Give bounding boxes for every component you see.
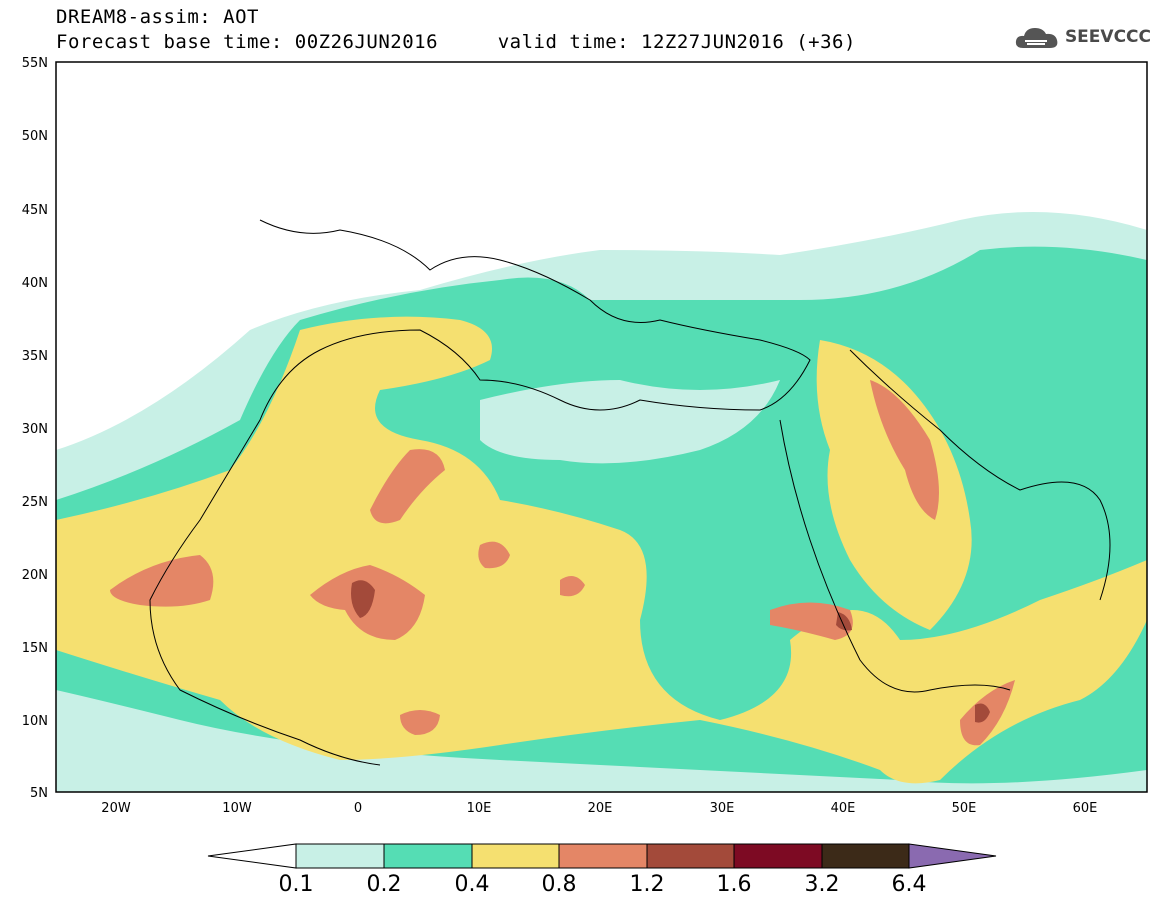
seevccc-logo: SEEVCCC: [1013, 22, 1151, 52]
map-frame: [55, 61, 1148, 793]
colorbar-label: 0.4: [454, 872, 490, 897]
lat-tick: 30N: [22, 422, 48, 437]
colorbar-label: 1.2: [629, 872, 665, 897]
lon-tick: 20W: [101, 801, 131, 816]
colorbar-high-arrow: [908, 843, 997, 869]
lat-tick: 10N: [22, 714, 48, 729]
colorbar-swatch: [383, 843, 473, 869]
colorbar-label: 3.2: [804, 872, 840, 897]
colorbar-swatch: [471, 843, 560, 869]
colorbar-swatch: [646, 843, 735, 869]
lat-tick: 50N: [22, 129, 48, 144]
cloud-icon: [1015, 28, 1058, 48]
coastlines: [149, 219, 1111, 766]
lon-tick: 20E: [588, 801, 613, 816]
colorbar-low-arrow: [207, 843, 297, 869]
colorbar: [207, 843, 997, 869]
lon-tick: 30E: [710, 801, 735, 816]
colorbar-swatch: [558, 843, 648, 869]
aot-contours: [56, 62, 1147, 792]
lat-tick: 20N: [22, 568, 48, 583]
lat-tick: 15N: [22, 641, 48, 656]
colorbar-label: 0.1: [278, 872, 314, 897]
colorbar-swatch: [733, 843, 823, 869]
colorbar-label: 0.2: [366, 872, 402, 897]
colorbar-swatch: [295, 843, 385, 869]
lon-tick: 50E: [952, 801, 977, 816]
lon-tick: 40E: [831, 801, 856, 816]
lat-tick-labels: 55N 50N 45N 40N 35N 30N 25N 20N 15N 10N …: [22, 56, 48, 801]
lon-tick-labels: 20W 10W 0 10E 20E 30E 40E 50E 60E: [101, 801, 1097, 816]
colorbar-label: 0.8: [541, 872, 577, 897]
lon-tick: 60E: [1073, 801, 1098, 816]
lon-tick: 0: [354, 801, 362, 816]
colorbar-swatch: [821, 843, 910, 869]
lat-tick: 35N: [22, 349, 48, 364]
forecast-time-line: Forecast base time: 00Z26JUN2016 valid t…: [56, 31, 856, 53]
colorbar-label: 1.6: [716, 872, 752, 897]
lat-tick: 55N: [22, 56, 48, 71]
lon-tick: 10E: [467, 801, 492, 816]
logo-text: SEEVCCC: [1064, 27, 1151, 47]
lat-tick: 40N: [22, 276, 48, 291]
lat-tick: 45N: [22, 203, 48, 218]
lon-tick: 10W: [222, 801, 252, 816]
lat-tick: 5N: [30, 786, 48, 801]
colorbar-label: 6.4: [891, 872, 927, 897]
lat-tick: 25N: [22, 495, 48, 510]
map-title: DREAM8-assim: AOT: [56, 6, 259, 28]
